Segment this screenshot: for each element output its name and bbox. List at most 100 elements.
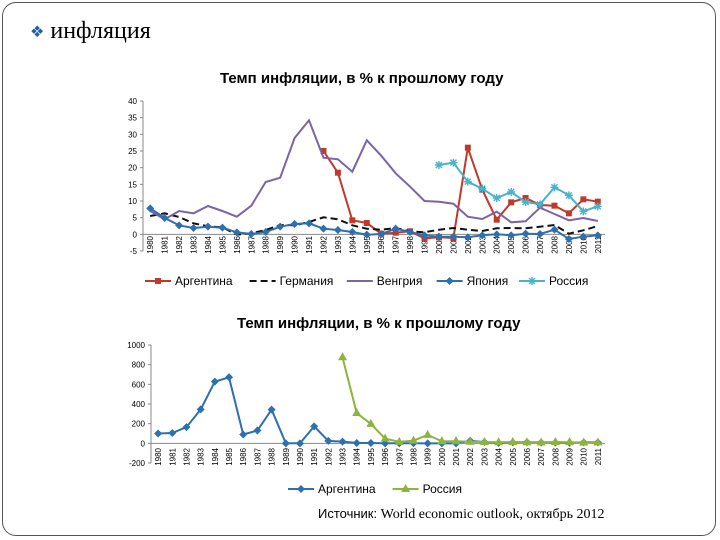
data-point [492, 230, 501, 239]
data-point [333, 226, 342, 234]
legend-marker [528, 277, 536, 285]
x-tick-label: 2000 [435, 235, 444, 253]
legend-label: Россия [549, 274, 588, 288]
y-tick-label: 800 [132, 361, 146, 370]
data-point [380, 433, 390, 442]
legend-entry: Аргентина [288, 482, 376, 496]
data-point [377, 230, 386, 238]
y-tick-label: -200 [129, 459, 146, 468]
data-point [239, 430, 248, 439]
x-tick-label: 2006 [523, 447, 532, 465]
source-text: World economic outlook, октябрь 2012 [380, 507, 605, 522]
x-tick-label: 1992 [324, 447, 333, 465]
x-tick-label: 2010 [580, 447, 589, 465]
data-point [348, 228, 357, 236]
x-tick-label: 2004 [495, 447, 504, 465]
data-point [175, 221, 184, 230]
data-point [507, 231, 516, 240]
data-point [189, 224, 198, 232]
x-tick-label: 2008 [551, 447, 560, 465]
x-tick-label: 1982 [182, 447, 191, 465]
data-point [463, 233, 472, 242]
x-tick-label: 2001 [449, 235, 458, 253]
data-point [420, 231, 429, 240]
x-tick-label: 2011 [594, 235, 603, 253]
series-line [158, 376, 598, 445]
x-tick-label: 2002 [464, 235, 473, 253]
data-point [508, 199, 515, 206]
legend-marker [445, 277, 454, 285]
x-tick-label: 1986 [239, 447, 248, 465]
x-tick-label: 1987 [253, 447, 262, 465]
legend-entry: Россия [392, 482, 462, 496]
series-line [438, 161, 599, 213]
series-Россия [434, 158, 602, 216]
legend-marker [297, 485, 305, 493]
data-point [564, 191, 573, 200]
source-label: Источник: [318, 506, 378, 521]
data-point [507, 188, 516, 196]
x-tick-label: 2005 [509, 447, 518, 465]
chart-2: -200 0 200 400 600 800 1000 1980 1981 1982 1983 198… [127, 341, 605, 496]
data-point [352, 408, 362, 417]
series-line [149, 118, 599, 224]
x-tick-label: 2000 [438, 447, 447, 465]
x-tick-label: 2003 [480, 447, 489, 465]
x-tick-label: 1981 [161, 235, 170, 253]
data-point [593, 437, 603, 446]
data-point [366, 418, 376, 427]
data-point [290, 220, 299, 228]
data-point [406, 228, 415, 236]
data-point [391, 224, 400, 233]
series-line [341, 357, 598, 444]
data-point [160, 214, 169, 222]
legend-marker [401, 484, 411, 492]
y-tick-label: 25 [128, 147, 137, 156]
x-tick-label: 1997 [392, 235, 401, 253]
x-tick-label: 1984 [204, 235, 213, 253]
x-tick-label: 2008 [550, 235, 559, 253]
data-point [521, 229, 530, 238]
data-point [218, 223, 227, 232]
data-point [423, 429, 433, 438]
x-tick-label: 1994 [348, 235, 357, 253]
data-point [580, 196, 587, 203]
x-tick-label: 1996 [377, 235, 386, 253]
x-tick-label: 1991 [310, 447, 319, 465]
series-Япония [146, 204, 602, 243]
data-point [168, 429, 177, 438]
data-point [338, 437, 347, 446]
x-tick-label: 2005 [507, 235, 516, 253]
data-point [536, 200, 545, 209]
x-tick-label: 2011 [594, 447, 603, 465]
x-tick-label: 2003 [478, 235, 487, 253]
y-tick-label: 400 [132, 400, 146, 409]
y-tick-label: 30 [128, 130, 137, 139]
data-point [550, 183, 559, 192]
data-point [247, 230, 256, 238]
data-point [381, 439, 390, 448]
source-note: Источник: World economic outlook, октябр… [318, 506, 604, 523]
y-tick-label: 20 [128, 164, 137, 173]
data-point [146, 204, 155, 213]
x-tick-label: 2009 [566, 447, 575, 465]
x-tick-label: 1985 [225, 447, 234, 465]
data-point [261, 228, 270, 236]
series-Россия [338, 352, 603, 446]
series-Венгрия [149, 118, 599, 224]
data-point [324, 436, 333, 445]
data-point [182, 423, 191, 432]
data-point [362, 230, 371, 239]
data-point [394, 436, 404, 445]
x-tick-label: 2007 [536, 235, 545, 253]
data-point [550, 225, 559, 234]
x-tick-label: 1993 [339, 447, 348, 465]
legend-entry: Германия [249, 274, 333, 288]
x-tick-label: 1999 [421, 235, 430, 253]
data-point [464, 144, 471, 151]
y-tick-label: 0 [133, 230, 138, 239]
x-tick-label: 1985 [218, 235, 227, 253]
x-tick-label: 1981 [168, 447, 177, 465]
x-tick-label: 1995 [367, 447, 376, 465]
